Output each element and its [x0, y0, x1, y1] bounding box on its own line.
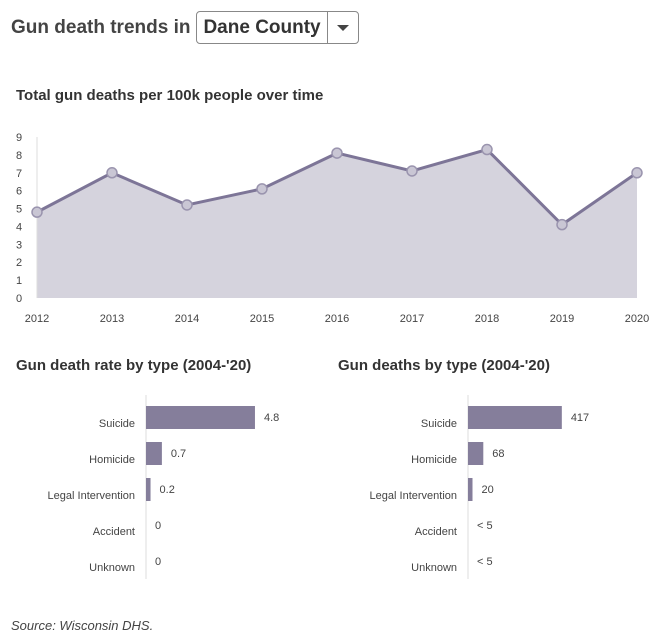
category-label: Accident [93, 526, 135, 538]
y-tick-label: 9 [16, 132, 22, 144]
source-note: Source: Wisconsin DHS. [11, 618, 154, 633]
county-select[interactable]: Dane County [196, 11, 359, 44]
data-point [256, 183, 268, 195]
bar-value-label: 0 [155, 556, 161, 568]
bar-value-label: 0.7 [171, 448, 186, 460]
x-tick-label: 2015 [250, 313, 274, 325]
x-tick-label: 2020 [625, 313, 649, 325]
category-label: Suicide [421, 418, 457, 430]
bar [468, 478, 473, 501]
area-fill [37, 149, 637, 298]
rate-chart-title: Gun death rate by type (2004-'20) [16, 357, 252, 374]
county-select-value: Dane County [203, 16, 321, 38]
bar-value-label: < 5 [477, 556, 493, 568]
category-label: Homicide [411, 454, 457, 466]
line-chart-title: Total gun deaths per 100k people over ti… [16, 87, 324, 104]
chevron-down-icon[interactable] [326, 12, 358, 43]
bar-value-label: 4.8 [264, 412, 279, 424]
bar [146, 478, 151, 501]
category-label: Unknown [411, 562, 457, 574]
bar-value-label: 68 [492, 448, 504, 460]
category-label: Legal Intervention [370, 490, 457, 502]
y-tick-label: 6 [16, 186, 22, 198]
x-tick-label: 2017 [400, 313, 424, 325]
y-tick-label: 2 [16, 257, 22, 269]
x-tick-label: 2019 [550, 313, 574, 325]
category-label: Homicide [89, 454, 135, 466]
category-label: Unknown [89, 562, 135, 574]
bar [146, 406, 255, 429]
data-point [31, 206, 43, 218]
x-tick-label: 2016 [325, 313, 349, 325]
data-point [481, 143, 493, 156]
category-label: Accident [415, 526, 457, 538]
bar [468, 442, 484, 465]
data-point [631, 167, 643, 179]
data-point [331, 147, 343, 159]
bar-value-label: 417 [571, 412, 589, 424]
bar-value-label: < 5 [477, 520, 493, 532]
x-tick-label: 2012 [25, 313, 49, 325]
y-tick-label: 1 [16, 275, 22, 287]
bar-value-label: 0.2 [160, 484, 175, 496]
data-point [106, 167, 118, 179]
count-chart-title: Gun deaths by type (2004-'20) [338, 357, 550, 374]
y-tick-label: 7 [16, 168, 22, 180]
category-label: Suicide [99, 418, 135, 430]
bar [468, 406, 562, 429]
data-point [406, 165, 418, 177]
bar-value-label: 0 [155, 520, 161, 532]
x-tick-label: 2018 [475, 313, 499, 325]
y-tick-label: 5 [16, 204, 22, 216]
bar [146, 442, 162, 465]
x-tick-label: 2014 [175, 313, 199, 325]
line-chart: 0 1 2 3 4 5 6 7 8 9 2012 2013 2014 2015 2016 2017 2018 20… [16, 132, 649, 325]
y-tick-label: 8 [16, 150, 22, 162]
bar-value-label: 20 [482, 484, 494, 496]
header: Gun death trends in Dane County [11, 11, 359, 44]
data-point [181, 199, 193, 211]
y-tick-label: 4 [16, 221, 22, 233]
y-tick-label: 3 [16, 239, 22, 251]
x-tick-label: 2013 [100, 313, 124, 325]
category-label: Legal Intervention [48, 490, 135, 502]
y-tick-label: 0 [16, 293, 22, 305]
data-point [556, 218, 568, 231]
header-title: Gun death trends in [11, 16, 191, 38]
rate-bar-chart: Suicide 4.8 Homicide 0.7 Legal Intervention 0… [48, 395, 279, 579]
count-bar-chart: Suicide 417 Homicide 68 Legal Intervention 20… [370, 395, 589, 579]
